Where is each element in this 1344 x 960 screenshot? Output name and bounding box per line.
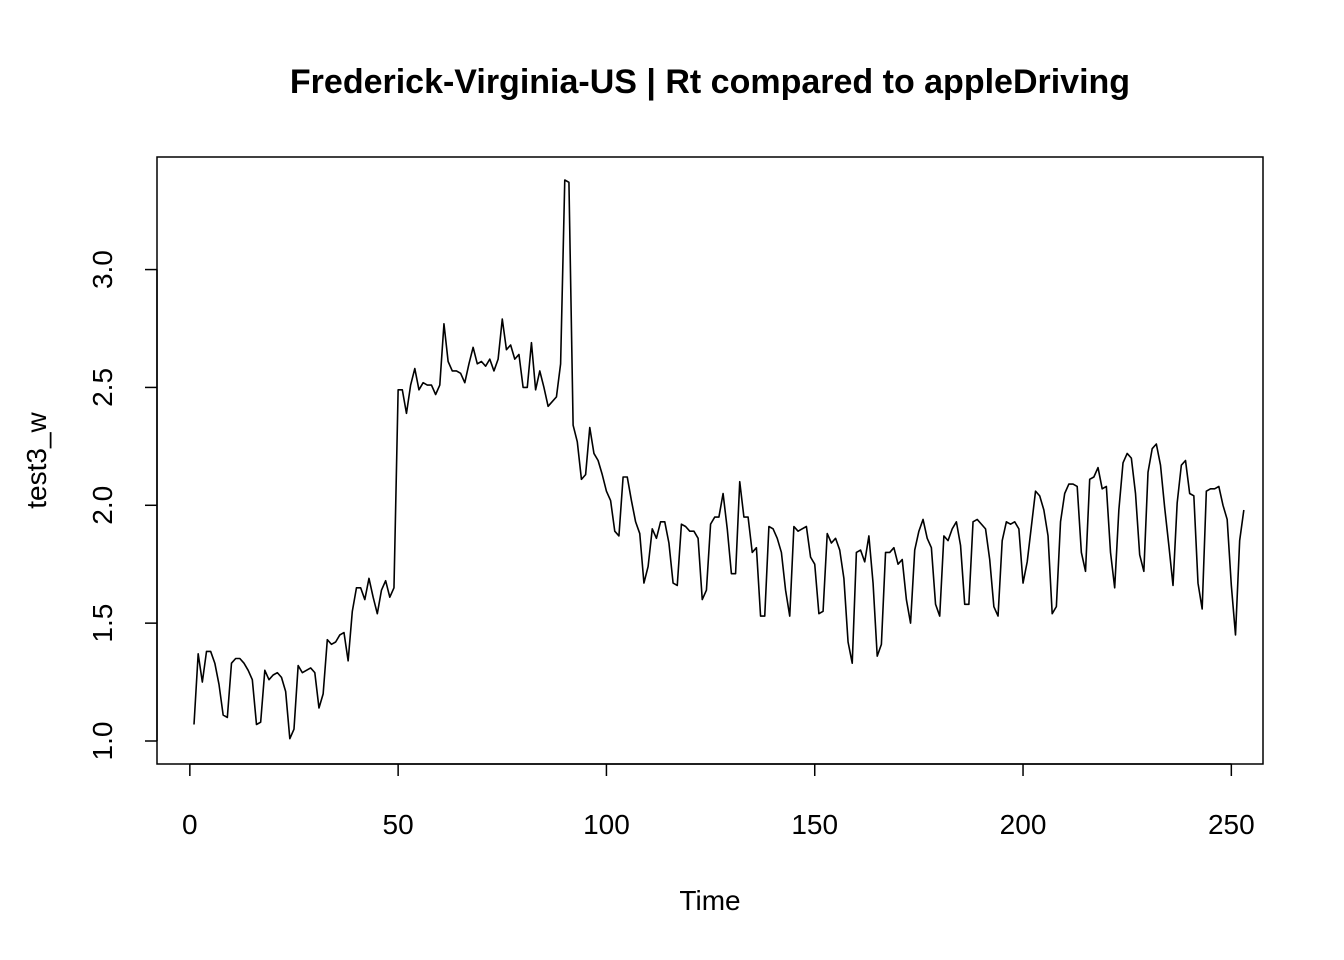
x-tick-label: 0 <box>182 809 198 840</box>
y-tick-label: 1.5 <box>87 604 118 643</box>
y-axis: 1.0 1.5 2.0 2.5 3.0 <box>87 250 158 761</box>
x-axis-label: Time <box>679 885 740 916</box>
x-tick-label: 200 <box>1000 809 1047 840</box>
y-axis-label: test3_w <box>21 411 52 508</box>
plot-frame <box>156 156 1264 765</box>
y-tick-label: 2.5 <box>87 368 118 407</box>
chart-title: Frederick-Virginia-US | Rt compared to a… <box>290 63 1130 101</box>
series-line <box>193 179 1245 740</box>
x-tick-label: 150 <box>791 809 838 840</box>
x-axis: 0 50 100 150 200 250 <box>182 763 1255 840</box>
y-tick-label: 2.0 <box>87 486 118 525</box>
x-tick-label: 250 <box>1208 809 1255 840</box>
x-tick-label: 50 <box>383 809 414 840</box>
y-tick-label: 1.0 <box>87 722 118 761</box>
x-tick-label: 100 <box>583 809 630 840</box>
y-tick-label: 3.0 <box>87 250 118 289</box>
